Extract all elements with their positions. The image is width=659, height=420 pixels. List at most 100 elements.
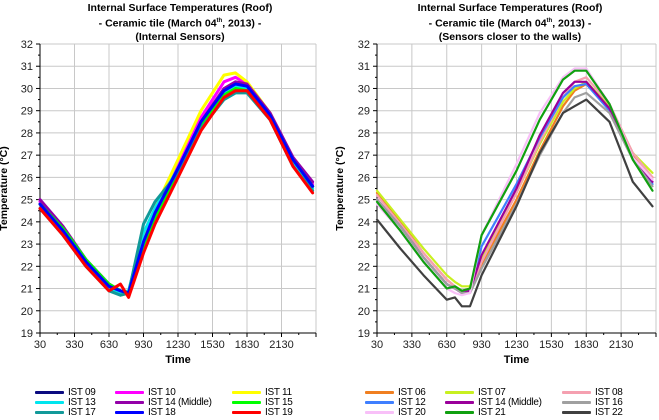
legend-label: IST 10 bbox=[148, 387, 176, 398]
y-tick-label: 30 bbox=[21, 83, 33, 95]
x-tick-label: 930 bbox=[472, 339, 490, 351]
y-tick-label: 19 bbox=[21, 328, 33, 340]
legend-swatch bbox=[365, 391, 394, 394]
y-tick-label: 22 bbox=[358, 261, 370, 273]
legend-item: IST 14 (Middle) bbox=[445, 397, 542, 408]
legend-label: IST 20 bbox=[398, 407, 426, 418]
y-tick-label: 26 bbox=[358, 172, 370, 184]
y-tick-label: 31 bbox=[358, 61, 370, 73]
legend-label: IST 09 bbox=[68, 387, 96, 398]
y-tick-label: 29 bbox=[358, 106, 370, 118]
x-tick-label: 1530 bbox=[539, 339, 563, 351]
title-part: , 2013) - bbox=[222, 17, 262, 30]
y-tick-label: 32 bbox=[21, 39, 33, 51]
x-tick-label: 330 bbox=[403, 339, 421, 351]
legend-item: IST 19 bbox=[232, 407, 293, 418]
legend-label: IST 08 bbox=[595, 387, 623, 398]
y-tick-label: 28 bbox=[21, 128, 33, 140]
x-tick-label: 30 bbox=[34, 339, 46, 351]
chart-title-line-2: - Ceramic tile (March 04th, 2013) - bbox=[370, 15, 650, 31]
legend-swatch bbox=[35, 411, 64, 414]
y-tick-label: 28 bbox=[358, 128, 370, 140]
legend-item: IST 08 bbox=[562, 387, 623, 398]
legend-item: IST 12 bbox=[365, 397, 426, 408]
legend-label: IST 06 bbox=[398, 387, 426, 398]
legend-swatch bbox=[115, 411, 144, 414]
chart-wall-sensors: Internal Surface Temperatures (Roof) - C… bbox=[330, 0, 659, 420]
legend-label: IST 15 bbox=[265, 397, 293, 408]
y-tick-label: 20 bbox=[358, 306, 370, 318]
title-part: - Ceramic tile (March 04 bbox=[428, 17, 547, 30]
y-tick-label: 25 bbox=[21, 195, 33, 207]
legend-item: IST 18 bbox=[115, 407, 176, 418]
legend-swatch bbox=[445, 401, 474, 404]
chart-title: Internal Surface Temperatures (Roof) - C… bbox=[40, 2, 320, 44]
x-tick-label: 930 bbox=[134, 339, 152, 351]
series-line-ist-08 bbox=[375, 76, 654, 292]
legend-item: IST 06 bbox=[365, 387, 426, 398]
legend-swatch bbox=[115, 391, 144, 394]
legend-label: IST 17 bbox=[68, 407, 96, 418]
y-tick-label: 20 bbox=[21, 306, 33, 318]
legend-label: IST 12 bbox=[398, 397, 426, 408]
y-tick-label: 25 bbox=[358, 195, 370, 207]
series-line-ist-22 bbox=[375, 98, 654, 308]
x-tick-label: 30 bbox=[371, 339, 383, 351]
legend-item: IST 17 bbox=[35, 407, 96, 418]
y-axis-label: Temperature (°C) bbox=[0, 146, 10, 231]
x-axis-label: Time bbox=[165, 354, 190, 366]
y-tick-label: 31 bbox=[21, 61, 33, 73]
chart-title-line-3: (Sensors closer to the walls) bbox=[438, 30, 582, 43]
legend-label: IST 14 (Middle) bbox=[478, 397, 542, 408]
x-tick-label: 1830 bbox=[574, 339, 598, 351]
legend-item: IST 15 bbox=[232, 397, 293, 408]
y-tick-label: 21 bbox=[21, 284, 33, 296]
title-superscript: th bbox=[546, 18, 553, 24]
legend-item: IST 11 bbox=[232, 387, 292, 398]
legend-item: IST 13 bbox=[35, 397, 96, 408]
legend-label: IST 19 bbox=[265, 407, 293, 418]
y-tick-label: 27 bbox=[21, 150, 33, 162]
legend-item: IST 21 bbox=[445, 407, 506, 418]
legend-item: IST 16 bbox=[562, 397, 623, 408]
plot-area: 19 20 21 22 23 24 25 26 27 28 29 30 31 32 30 330 630 930 1… bbox=[0, 39, 317, 366]
legend-item: IST 09 bbox=[35, 387, 96, 398]
chart-title-line-2: - Ceramic tile (March 04th, 2013) - bbox=[40, 15, 320, 31]
legend-swatch bbox=[562, 401, 591, 404]
y-tick-label: 24 bbox=[358, 217, 370, 229]
plot-area: 19 20 21 22 23 24 25 26 27 28 29 30 31 32 30 330 630 930 1… bbox=[334, 39, 657, 366]
legend-label: IST 11 bbox=[265, 387, 292, 398]
legend-item: IST 10 bbox=[115, 387, 176, 398]
x-tick-label: 2130 bbox=[269, 339, 293, 351]
y-tick-label: 26 bbox=[21, 172, 33, 184]
series-line-ist-18 bbox=[38, 82, 315, 295]
y-axis-label: Temperature (°C) bbox=[334, 146, 346, 231]
title-superscript: th bbox=[216, 18, 223, 24]
legend-item: IST 20 bbox=[365, 407, 426, 418]
legend-swatch bbox=[115, 401, 144, 404]
legend-label: IST 22 bbox=[595, 407, 623, 418]
legend-label: IST 21 bbox=[478, 407, 506, 418]
legend-swatch bbox=[35, 391, 64, 394]
legend-swatch bbox=[365, 411, 394, 414]
y-tick-label: 22 bbox=[21, 261, 33, 273]
legend-swatch bbox=[562, 391, 591, 394]
legend-item: IST 07 bbox=[445, 387, 506, 398]
legend-swatch bbox=[445, 411, 474, 414]
x-tick-label: 630 bbox=[438, 339, 456, 351]
chart-title: Internal Surface Temperatures (Roof) - C… bbox=[370, 2, 650, 44]
legend-swatch bbox=[232, 411, 261, 414]
legend-label: IST 18 bbox=[148, 407, 176, 418]
legend-label: IST 13 bbox=[68, 397, 96, 408]
x-tick-label: 330 bbox=[65, 339, 83, 351]
chart-internal-sensors: Internal Surface Temperatures (Roof) - C… bbox=[0, 2, 320, 418]
y-tick-label: 32 bbox=[358, 39, 370, 51]
y-tick-label: 23 bbox=[21, 239, 33, 251]
legend-swatch bbox=[35, 401, 64, 404]
y-tick-label: 19 bbox=[358, 328, 370, 340]
legend-swatch bbox=[562, 411, 591, 414]
chart-title-line-3: (Internal Sensors) bbox=[135, 30, 225, 43]
x-axis-label: Time bbox=[504, 354, 529, 366]
y-tick-label: 23 bbox=[358, 239, 370, 251]
legend-label: IST 14 (Middle) bbox=[148, 397, 212, 408]
